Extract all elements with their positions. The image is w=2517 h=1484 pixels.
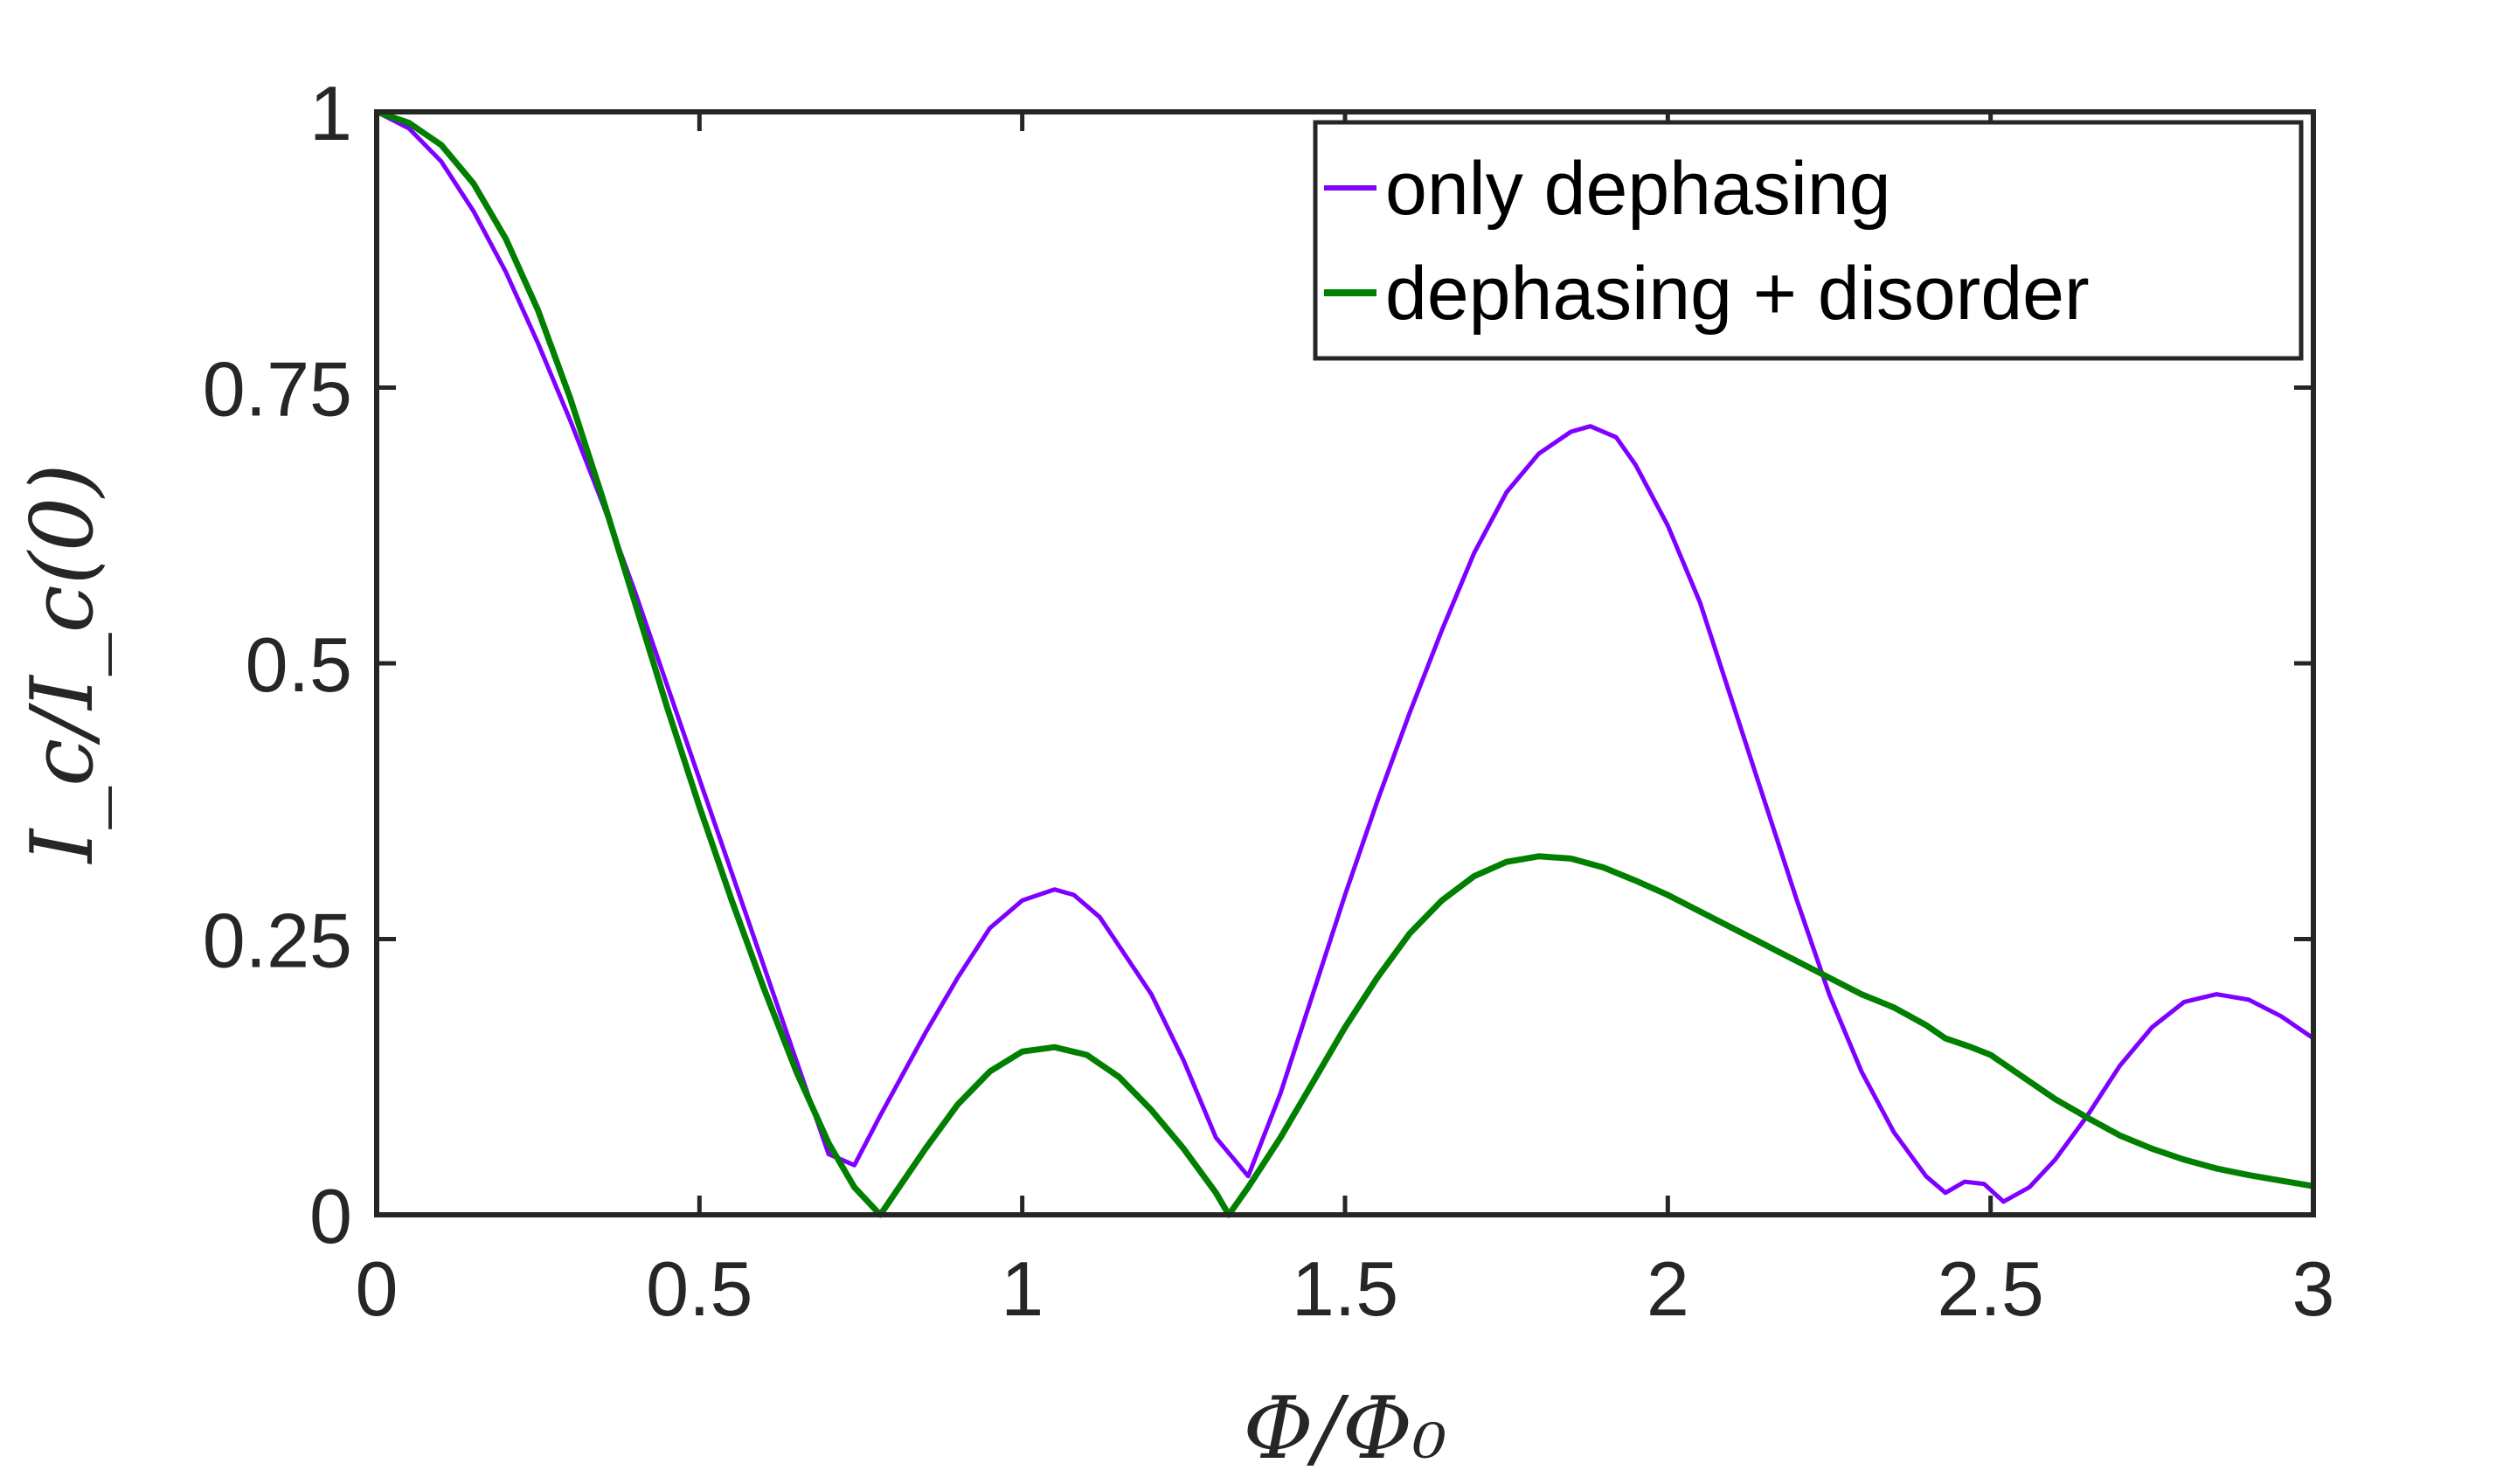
legend: only dephasing dephasing + disorder	[1313, 120, 2304, 361]
x-tick-label-3: 1.5	[1292, 1245, 1398, 1332]
y-tick-label-1: 0.25	[203, 898, 352, 984]
y-tick-label-3: 0.75	[203, 346, 352, 433]
legend-box	[1313, 120, 2304, 361]
x-tick-label-1: 0.5	[646, 1245, 752, 1332]
x-tick-label-0: 0	[356, 1245, 399, 1332]
y-tick-label-2: 0.5	[246, 621, 352, 708]
y-axis-label: I_c/I_c(0)	[13, 463, 113, 864]
y-tick-label-4: 1	[309, 70, 352, 156]
y-tick-label-0: 0	[309, 1173, 352, 1259]
y-axis-ticks: 0 0.25 0.5 0.75 1	[203, 70, 2313, 1259]
series-line-dephasing-disorder	[375, 108, 2314, 1218]
legend-label-only-dephasing: only dephasing	[1385, 147, 1891, 231]
series-layer	[375, 108, 2315, 1218]
x-axis-ticks: 0 0.5 1 1.5 2 2.5 3	[356, 112, 2335, 1332]
x-axis-label: Φ/Φ₀	[1244, 1379, 1447, 1479]
series-line-only-dephasing	[375, 109, 2315, 1204]
x-tick-label-2: 1	[1001, 1245, 1044, 1332]
legend-label-dephasing-disorder: dephasing + disorder	[1385, 252, 2090, 336]
x-tick-label-4: 2	[1647, 1245, 1689, 1332]
plot-frame	[374, 109, 2316, 1217]
x-tick-label-5: 2.5	[1937, 1245, 2043, 1332]
x-tick-label-6: 3	[2292, 1245, 2335, 1332]
